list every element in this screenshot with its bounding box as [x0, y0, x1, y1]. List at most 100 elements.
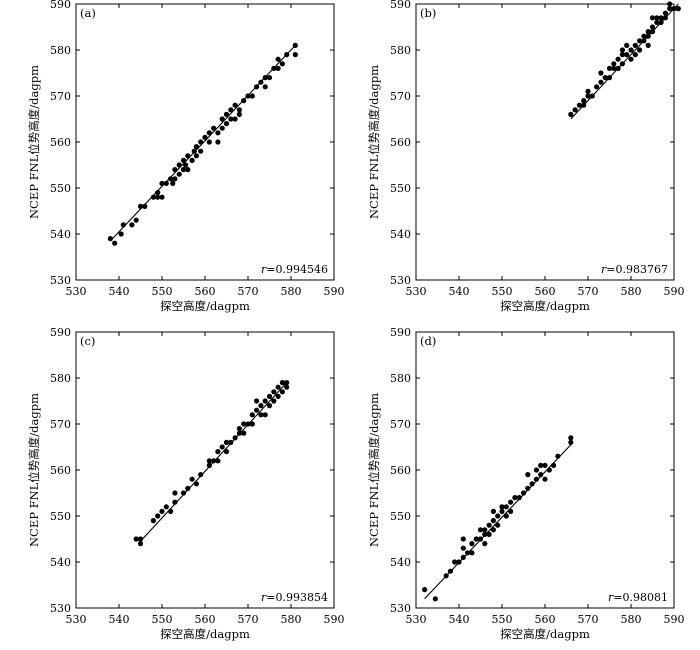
chart-2-data-point-17	[211, 458, 217, 464]
chart-1-data-point-3	[581, 102, 587, 108]
chart-3-data-point-6	[460, 536, 466, 542]
chart-1-data-point-45	[671, 6, 677, 12]
chart-2-data-point-38	[266, 393, 273, 399]
chart-2-y-tick-label-2: 550	[50, 510, 71, 523]
chart-2-data-point-41	[271, 398, 277, 404]
chart-2-data-point-45	[279, 389, 285, 395]
chart-1-y-tick-label-0: 530	[390, 274, 411, 287]
chart-2-data-point-26	[236, 426, 242, 432]
chart-1-data-point-36	[649, 15, 656, 21]
chart-0-data-point-8	[150, 194, 156, 200]
chart-2-correlation-symbol: r	[261, 591, 267, 604]
chart-1-panel: 530 540 550 560 570 580 590 530 540 550 560 570 580 5…	[367, 0, 685, 313]
chart-3-panel: 530 540 550 560 570 580 590 530 540 550 560 570 580 5…	[367, 326, 685, 641]
chart-3-data-point-31	[512, 495, 518, 501]
chart-1-data-point-41	[662, 10, 669, 16]
chart-3-data-point-19	[486, 531, 492, 538]
chart-2-data-point-2	[137, 536, 144, 542]
chart-2-y-tick-label-5: 580	[50, 372, 71, 385]
chart-1-data-point-4	[581, 98, 587, 104]
chart-2-data-point-12	[189, 476, 195, 482]
chart-2-data-point-7	[168, 508, 174, 514]
chart-0-data-point-21	[180, 157, 187, 163]
chart-0-correlation-value: =0.994546	[266, 263, 328, 276]
chart-0-data-point-48	[245, 93, 251, 99]
chart-3-data-point-47	[568, 439, 574, 445]
chart-2-data-point-9	[172, 499, 178, 505]
chart-2-panel-label: (c)	[80, 334, 95, 348]
chart-1-data-point-24	[628, 56, 634, 62]
chart-2-data-point-35	[258, 403, 264, 409]
chart-1-data-point-5	[585, 93, 591, 99]
chart-2-x-tick-label-5: 580	[281, 613, 302, 626]
chart-3-data-point-1	[432, 596, 438, 602]
chart-3-data-point-10	[469, 550, 475, 556]
chart-0-data-point-49	[249, 93, 255, 99]
chart-0-data-point-26	[191, 148, 197, 154]
chart-1-x-tick-label-6: 590	[664, 285, 685, 298]
chart-0-x-tick-label-1: 540	[109, 285, 130, 298]
chart-0-data-point-1	[112, 240, 118, 246]
chart-2-data-point-43	[275, 393, 281, 399]
chart-3-data-point-42	[542, 476, 548, 482]
chart-3-panel-label: (d)	[420, 334, 436, 348]
chart-2-data-point-36	[262, 398, 268, 404]
chart-1-x-axis-title: 探空高度/dagpm	[500, 299, 590, 313]
chart-2-data-point-30	[249, 412, 255, 418]
chart-2-data-point-13	[193, 481, 199, 487]
chart-3-data-point-14	[477, 536, 484, 542]
chart-3-data-point-25	[499, 508, 505, 514]
chart-3-data-point-29	[508, 508, 514, 514]
chart-2-data-point-4	[155, 513, 161, 519]
chart-1-data-point-17	[615, 65, 621, 71]
chart-2-data-point-47	[284, 380, 290, 386]
chart-2-x-tick-label-1: 540	[109, 613, 130, 626]
chart-1-data-point-26	[632, 52, 638, 58]
chart-2-data-point-33	[254, 407, 260, 413]
chart-0-data-point-44	[232, 102, 238, 108]
chart-3-data-point-3	[447, 568, 453, 574]
chart-0-data-point-25	[189, 157, 195, 163]
chart-0-data-point-40	[223, 111, 230, 117]
chart-3-y-tick-label-3: 560	[390, 464, 411, 477]
chart-3-y-tick-label-1: 540	[390, 556, 411, 569]
chart-2-data-point-18	[215, 458, 221, 464]
chart-3-x-tick-label-2: 550	[492, 613, 513, 626]
chart-0-data-point-28	[193, 144, 199, 150]
chart-3-correlation-value: =0.98081	[613, 591, 668, 604]
chart-3-x-axis-title: 探空高度/dagpm	[500, 627, 590, 641]
chart-0-data-point-52	[262, 84, 268, 90]
chart-1-data-point-18	[619, 52, 626, 58]
chart-1-x-tick-label-0: 530	[406, 285, 427, 298]
chart-3-data-point-36	[529, 481, 535, 487]
chart-1-correlation-label: r=0.983767	[601, 263, 668, 276]
chart-0-y-axis-title: NCEP FNL位势高度/dagpm	[27, 65, 41, 219]
chart-1-data-point-30	[641, 38, 647, 44]
chart-0-data-point-5	[133, 217, 139, 223]
chart-3-x-tick-label-5: 580	[621, 613, 642, 626]
chart-0-data-point-30	[198, 148, 204, 154]
chart-3-data-point-41	[542, 462, 548, 468]
chart-2-data-point-19	[215, 449, 221, 455]
chart-2-y-tick-label-4: 570	[50, 418, 71, 431]
chart-0-y-tick-label-3: 560	[50, 136, 71, 149]
chart-0-data-point-9	[155, 190, 161, 196]
chart-0-x-tick-label-2: 550	[152, 285, 173, 298]
chart-2-x-tick-label-4: 570	[238, 613, 259, 626]
chart-0-data-point-45	[236, 111, 242, 117]
chart-3-data-point-30	[508, 499, 514, 505]
chart-1-data-point-37	[654, 19, 660, 25]
chart-1-data-point-6	[585, 88, 591, 94]
chart-1-data-point-29	[641, 33, 647, 39]
chart-0-data-point-20	[180, 167, 187, 173]
chart-3-y-tick-label-6: 590	[390, 326, 411, 339]
chart-2-data-point-23	[228, 439, 234, 445]
chart-2-panel: 530 540 550 560 570 580 590 530 540 550 560 570 580 5…	[27, 326, 345, 641]
chart-0-correlation-symbol: r	[261, 263, 267, 276]
chart-3-data-point-0	[422, 587, 428, 593]
chart-0-data-point-4	[129, 222, 135, 228]
chart-0-data-point-6	[137, 203, 144, 209]
chart-1-data-point-22	[624, 42, 630, 49]
chart-2-data-point-46	[284, 384, 290, 390]
chart-2-data-point-28	[241, 421, 247, 427]
